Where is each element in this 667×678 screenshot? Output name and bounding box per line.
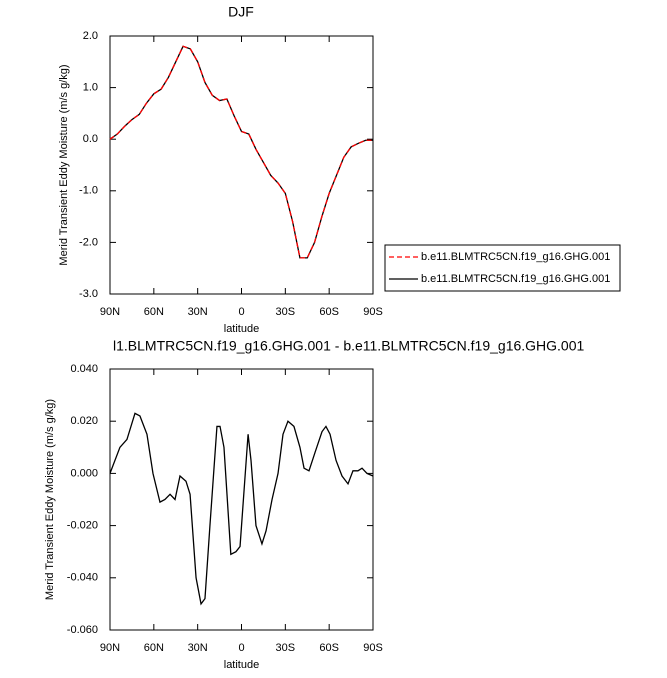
y-tick-label: 0.000 — [70, 467, 98, 479]
data-line — [109, 45, 373, 259]
x-tick-label: 90N — [100, 306, 120, 318]
x-tick-label: 90N — [100, 642, 120, 654]
y-tick-label: -0.040 — [67, 572, 98, 584]
legend-label: b.e11.BLMTRC5CN.f19_g16.GHG.001 — [421, 273, 610, 285]
chart-title: DJF — [228, 4, 254, 20]
x-tick-label: 90S — [363, 306, 383, 318]
x-tick-label: 60N — [144, 642, 164, 654]
x-tick-label: 30N — [188, 306, 208, 318]
x-tick-label: 0 — [238, 642, 244, 654]
data-line — [109, 45, 373, 259]
y-tick-label: 0.020 — [70, 415, 98, 427]
chart-title: l1.BLMTRC5CN.f19_g16.GHG.001 - b.e11.BLM… — [113, 338, 585, 354]
y-tick-label: -0.020 — [67, 520, 98, 532]
y-tick-label: 2.0 — [83, 30, 98, 42]
y-tick-label: -0.060 — [67, 624, 98, 636]
y-tick-label: -3.0 — [79, 288, 98, 300]
plot-frame — [109, 368, 374, 631]
legend-box — [384, 244, 621, 292]
x-tick-label: 60S — [319, 642, 339, 654]
y-tick-label: 1.0 — [83, 82, 98, 94]
y-tick-label: -1.0 — [79, 185, 98, 197]
x-tick-label: 30N — [188, 642, 208, 654]
y-tick-label: 0.040 — [70, 363, 98, 375]
x-axis-label: latitude — [224, 659, 259, 671]
x-tick-label: 0 — [238, 306, 244, 318]
y-axis-label: Merid Transient Eddy Moisture (m/s g/kg) — [44, 399, 56, 600]
data-line — [109, 412, 374, 606]
x-tick-label: 30S — [276, 306, 296, 318]
x-tick-label: 90S — [363, 642, 383, 654]
y-tick-label: 0.0 — [83, 133, 98, 145]
plot-frame — [109, 35, 374, 295]
y-tick-label: -2.0 — [79, 236, 98, 248]
x-tick-label: 30S — [276, 642, 296, 654]
legend-label: b.e11.BLMTRC5CN.f19_g16.GHG.001 — [421, 251, 610, 263]
x-tick-label: 60S — [319, 306, 339, 318]
x-axis-label: latitude — [224, 323, 259, 335]
x-tick-label: 60N — [144, 306, 164, 318]
y-axis-label: Merid Transient Eddy Moisture (m/s g/kg) — [58, 64, 70, 265]
